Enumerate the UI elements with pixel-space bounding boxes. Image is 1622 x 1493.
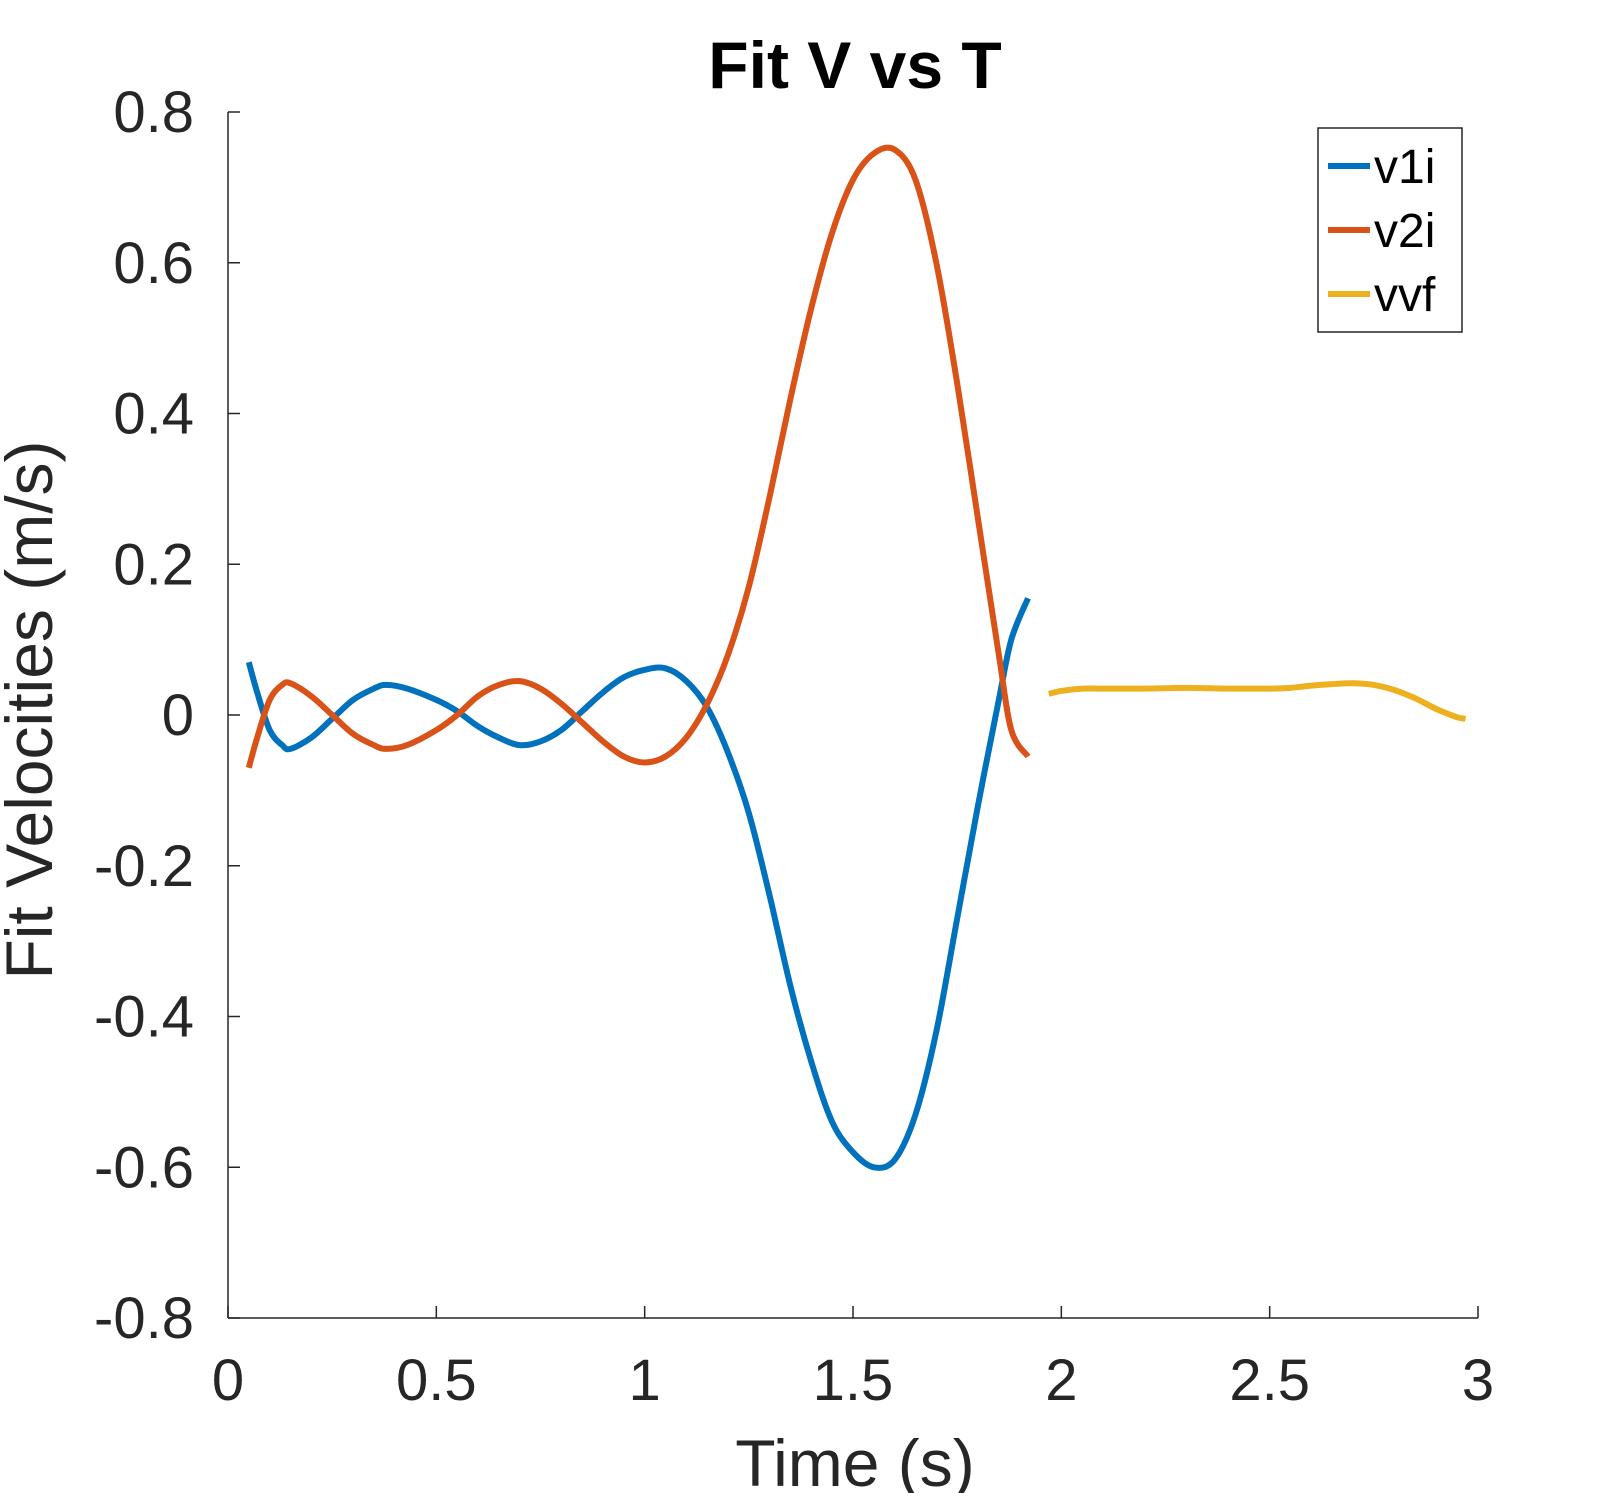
y-axis-ticks: -0.8 -0.6 -0.4 -0.2 0 0.2 0.4 0.6 0.8 bbox=[94, 80, 240, 1351]
legend-label-v1i: v1i bbox=[1374, 141, 1435, 194]
x-tick-label: 2 bbox=[1045, 1348, 1077, 1413]
series-line-v1i bbox=[245, 597, 1031, 1171]
series-line-v2i bbox=[245, 144, 1031, 769]
y-axis-title: Fit Velocities (m/s) bbox=[0, 440, 66, 979]
y-tick-label: -0.8 bbox=[94, 1286, 194, 1351]
y-tick-label: 0.6 bbox=[113, 231, 194, 296]
x-axis-ticks: 0 0.5 1 1.5 2 2.5 3 bbox=[212, 1306, 1494, 1413]
chart-title: Fit V vs T bbox=[708, 28, 1001, 102]
legend: v1i v2i vvf bbox=[1317, 127, 1463, 333]
y-tick-label: -0.6 bbox=[94, 1135, 194, 1200]
x-tick-label: 3 bbox=[1462, 1348, 1494, 1413]
y-tick-label: -0.2 bbox=[94, 834, 194, 899]
y-tick-label: 0.8 bbox=[113, 80, 194, 145]
x-axis-title: Time (s) bbox=[735, 1426, 975, 1493]
series-lines bbox=[245, 144, 1467, 1171]
x-tick-label: 1.5 bbox=[813, 1348, 894, 1413]
x-tick-label: 0.5 bbox=[396, 1348, 477, 1413]
series-line-vvf bbox=[1048, 680, 1467, 722]
legend-label-v2i: v2i bbox=[1374, 205, 1435, 258]
y-tick-label: 0.2 bbox=[113, 532, 194, 597]
y-tick-label: -0.4 bbox=[94, 985, 194, 1050]
y-tick-label: 0.4 bbox=[113, 382, 194, 447]
y-tick-label: 0 bbox=[162, 683, 194, 748]
x-tick-label: 2.5 bbox=[1229, 1348, 1310, 1413]
x-tick-label: 1 bbox=[629, 1348, 661, 1413]
legend-label-vvf: vvf bbox=[1374, 269, 1436, 322]
x-tick-label: 0 bbox=[212, 1348, 244, 1413]
